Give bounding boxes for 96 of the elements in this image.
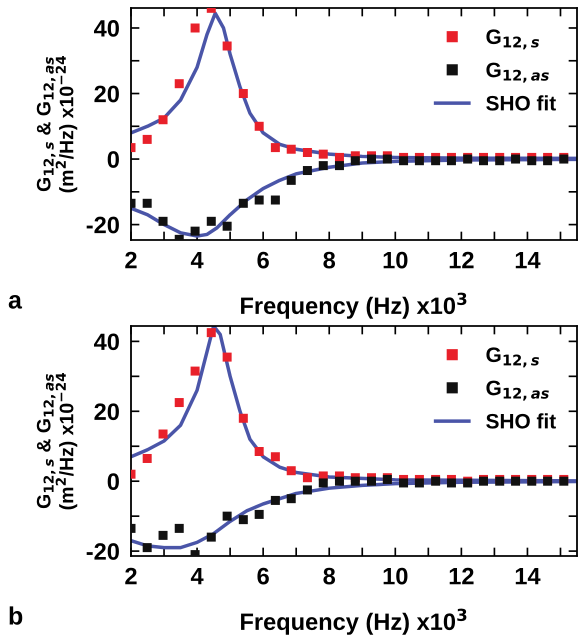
point: [318, 478, 328, 488]
point: [142, 134, 152, 144]
point: [238, 414, 248, 423]
point: [222, 42, 232, 51]
point: [334, 476, 344, 486]
point: [302, 148, 312, 158]
point: [142, 454, 152, 463]
point: [238, 515, 248, 524]
point: [382, 154, 392, 164]
x-tick-label: 4: [190, 568, 204, 584]
point: [495, 156, 504, 166]
point: [222, 512, 232, 521]
point: [158, 115, 168, 124]
legend-label: SHO fit: [486, 413, 556, 429]
point: [158, 216, 168, 226]
point: [254, 446, 264, 456]
point: [222, 222, 232, 231]
point: [206, 216, 216, 226]
x-tick-label: 4: [190, 252, 204, 268]
y-tick-label: 0: [108, 151, 119, 168]
y-tick-label: 40: [94, 20, 119, 37]
x-tick-label: 12: [450, 568, 474, 584]
point: [286, 494, 296, 504]
legend-label: SHO fit: [486, 95, 556, 111]
point: [142, 198, 152, 208]
y-tick-label: -20: [86, 216, 119, 234]
point: [414, 478, 424, 488]
x-tick-label: 8: [323, 252, 336, 268]
point: [190, 226, 200, 236]
text: b: [10, 606, 22, 625]
point: [190, 23, 200, 32]
text: a: [8, 295, 22, 309]
point: [350, 476, 360, 486]
point: [142, 543, 152, 552]
legend-label: G$_{12,as}$: [486, 380, 549, 401]
x-axis-title: Frequency (Hz) x10$^{3}$: [241, 292, 466, 319]
point: [174, 398, 184, 408]
y-tick-label: 0: [108, 473, 119, 490]
text: G$_{12,s}$ & G$_{12,as}$ (m$^{2}$/Hz) x10$^{−24}$: [36, 56, 78, 192]
y-tick-label: -20: [86, 543, 119, 560]
point: [334, 161, 344, 170]
point: [158, 530, 168, 540]
point: [302, 485, 312, 494]
point: [238, 89, 248, 98]
point: [174, 524, 184, 533]
x-tick-label: 12: [450, 252, 474, 268]
point: [174, 79, 184, 88]
x-tick-label: 10: [384, 252, 408, 268]
legend-label: G$_{12,s}$: [486, 347, 540, 368]
point: [270, 452, 280, 462]
point: [399, 156, 408, 166]
x-tick-label: 14: [516, 568, 540, 584]
point: [238, 198, 248, 208]
point: [302, 473, 312, 482]
legend-label: G$_{12,s}$: [486, 29, 540, 50]
point: [254, 122, 264, 131]
x-tick-label: 6: [257, 252, 269, 268]
point: [527, 156, 536, 166]
point: [206, 532, 216, 542]
point: [446, 478, 456, 488]
point: [254, 510, 264, 519]
point: [399, 478, 408, 488]
point: [318, 161, 328, 170]
point: [206, 328, 216, 338]
y-tick-label: 20: [94, 86, 119, 102]
point: [350, 156, 360, 166]
text: G$_{12,s}$ & G$_{12,as}$ (m$^{2}$/Hz) x10$^{−24}$: [36, 372, 78, 510]
point: [414, 156, 424, 166]
point: [158, 430, 168, 439]
legend-label: G$_{12,as}$: [486, 62, 549, 83]
x-tick-label: 2: [125, 568, 137, 584]
point: [318, 150, 328, 159]
point: [446, 156, 456, 166]
y-tick-label: 40: [94, 333, 119, 350]
point: [286, 144, 296, 154]
point: [367, 154, 376, 164]
point: [286, 176, 296, 185]
point: [270, 143, 280, 152]
point: [431, 156, 440, 166]
point: [286, 466, 296, 476]
x-tick-label: 14: [516, 252, 540, 268]
point: [479, 156, 488, 166]
y-tick-label: 20: [94, 403, 119, 420]
point: [190, 366, 200, 376]
x-tick-label: 10: [384, 568, 408, 584]
point: [543, 156, 552, 166]
point: [367, 476, 376, 486]
point: [270, 196, 280, 205]
x-tick-label: 8: [323, 568, 336, 584]
point: [302, 166, 312, 176]
point: [270, 496, 280, 505]
x-tick-label: 6: [257, 568, 269, 584]
point: [222, 352, 232, 362]
x-tick-label: 2: [125, 252, 137, 268]
point: [254, 196, 264, 205]
x-axis-title: Frequency (Hz) x10$^{3}$: [241, 608, 466, 635]
